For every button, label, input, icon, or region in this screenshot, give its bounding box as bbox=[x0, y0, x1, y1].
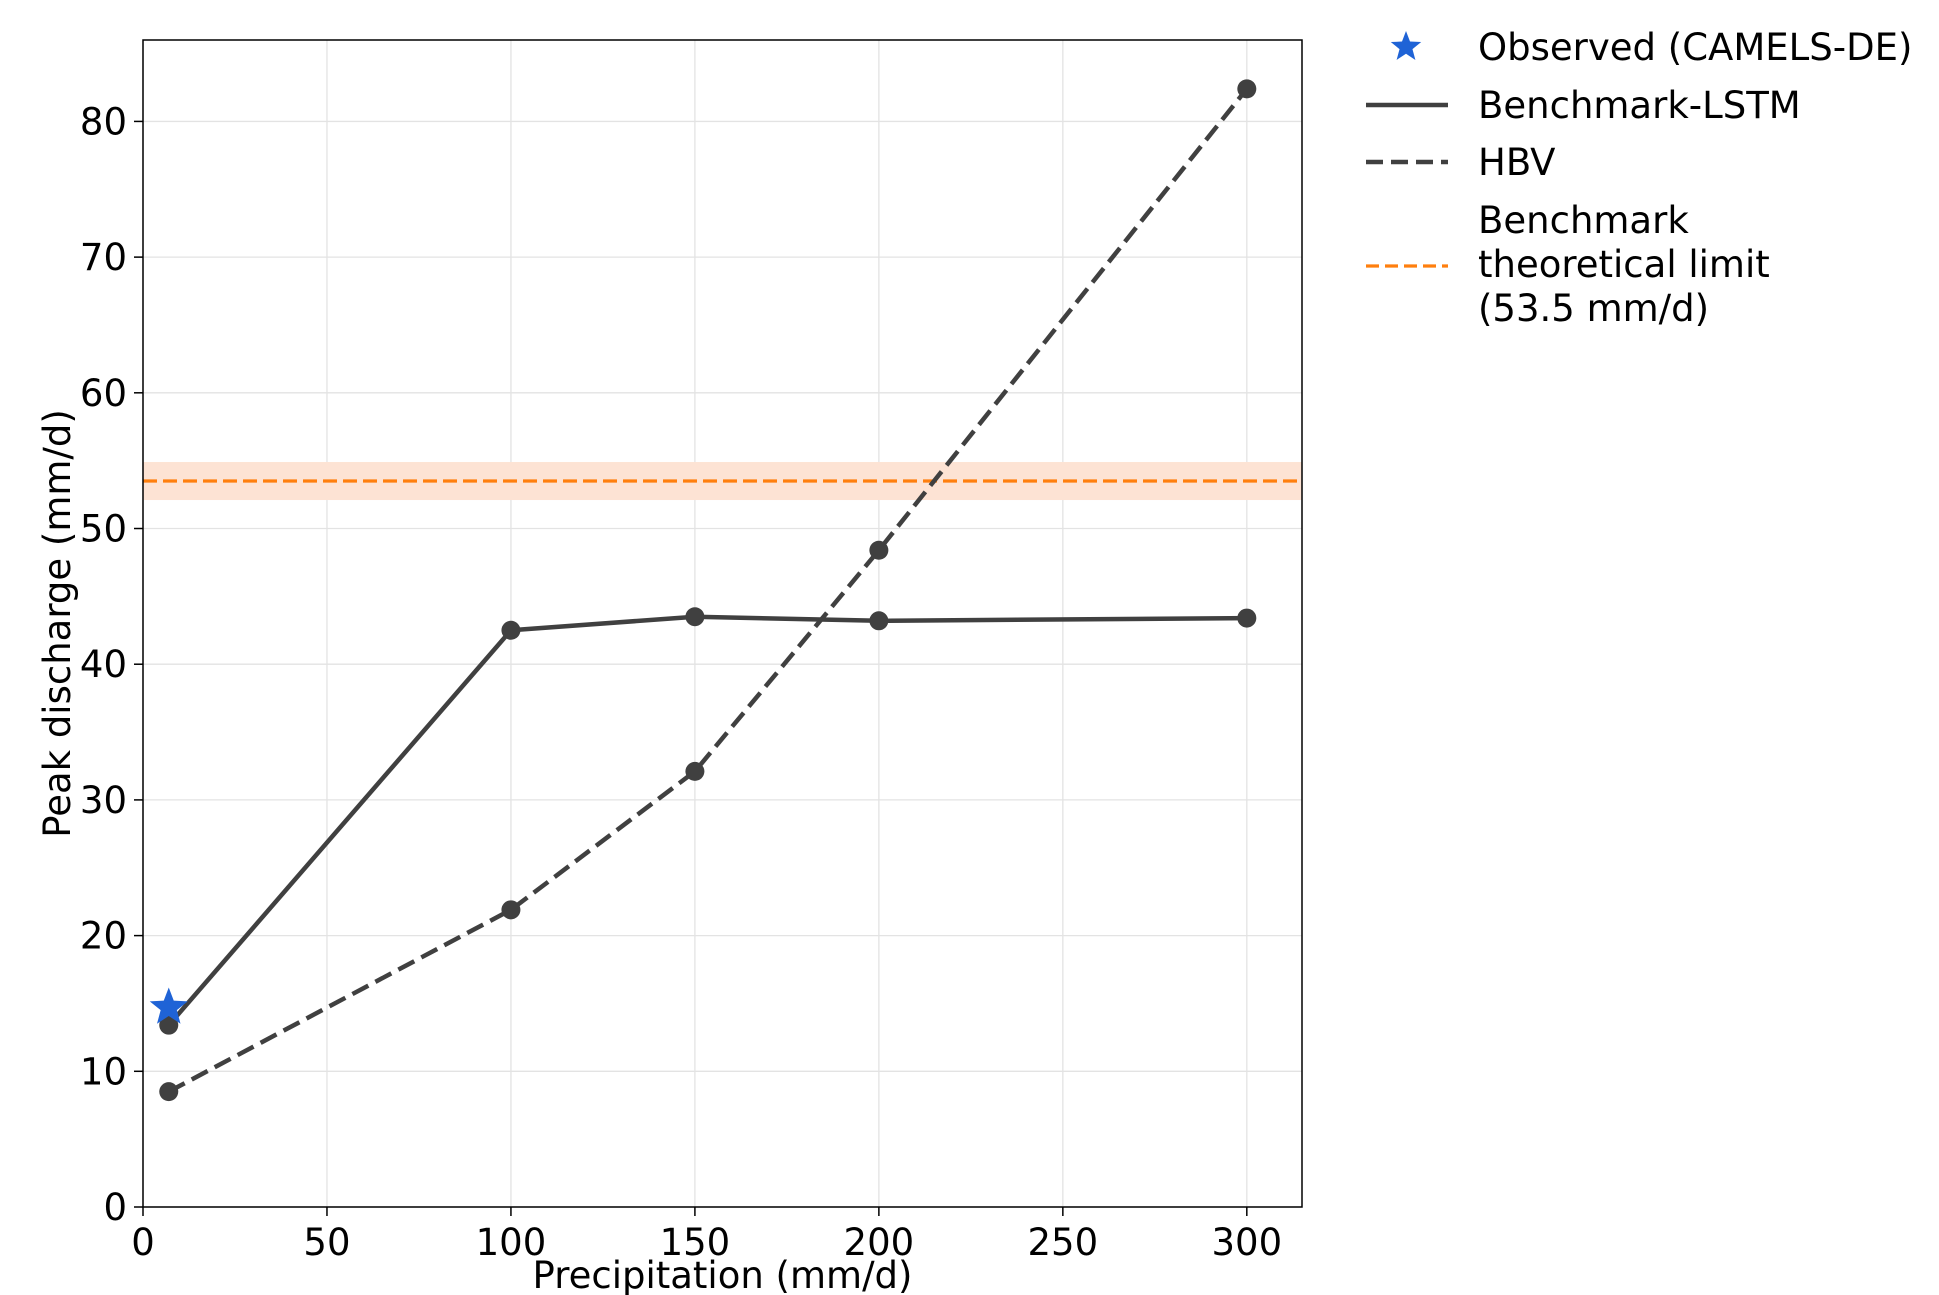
data-point bbox=[869, 611, 889, 631]
legend-item-limit: Benchmark theoretical limit (53.5 mm/d) bbox=[1366, 199, 1770, 330]
data-point bbox=[501, 900, 521, 920]
x-axis-title: Precipitation (mm/d) bbox=[533, 1254, 913, 1295]
legend-item-observed: Observed (CAMELS-DE) bbox=[1390, 26, 1912, 69]
y-tick-label: 60 bbox=[80, 372, 127, 415]
x-tick-label: 0 bbox=[131, 1221, 155, 1264]
x-tick-label: 100 bbox=[476, 1221, 547, 1264]
x-tick-label: 200 bbox=[844, 1221, 915, 1264]
y-tick-label: 40 bbox=[80, 643, 127, 686]
data-point bbox=[159, 1015, 179, 1035]
legend-label-limit-line-2: theoretical limit bbox=[1478, 243, 1770, 286]
data-point bbox=[869, 540, 889, 560]
legend-label-observed: Observed (CAMELS-DE) bbox=[1478, 26, 1912, 69]
data-point bbox=[685, 607, 705, 627]
limit-band-layer bbox=[143, 462, 1302, 501]
grid bbox=[142, 40, 1302, 1208]
legend-label-benchmark-lstm: Benchmark-LSTM bbox=[1478, 84, 1801, 127]
y-tick-label: 80 bbox=[80, 100, 127, 143]
x-tick-label: 300 bbox=[1211, 1221, 1282, 1264]
x-tick-label: 50 bbox=[303, 1221, 350, 1264]
legend-item-hbv: HBV bbox=[1366, 141, 1555, 184]
x-tick-label: 150 bbox=[660, 1221, 731, 1264]
data-point bbox=[159, 1082, 179, 1102]
legend-label-limit-line-1: Benchmark bbox=[1478, 199, 1689, 242]
legend-item-benchmark-lstm: Benchmark-LSTM bbox=[1366, 84, 1801, 127]
ticks: 0 50 100 150 200 250 300 0 10 20 30 40 50 60 70 80 bbox=[80, 100, 1282, 1264]
y-tick-label: 0 bbox=[103, 1186, 127, 1229]
series-line-hbv bbox=[167, 87, 1249, 1094]
series-layer bbox=[149, 79, 1257, 1102]
data-point bbox=[685, 761, 705, 781]
y-tick-label: 30 bbox=[80, 779, 127, 822]
legend-label-hbv: HBV bbox=[1478, 141, 1555, 184]
data-point bbox=[1237, 608, 1257, 628]
legend: Observed (CAMELS-DE) Benchmark-LSTM HBV … bbox=[1366, 26, 1912, 330]
series-line-benchmark-lstm bbox=[167, 614, 1247, 1027]
plot-frame bbox=[142, 39, 1303, 1208]
axes bbox=[142, 39, 1303, 1208]
y-tick-label: 10 bbox=[80, 1050, 127, 1093]
y-tick-label: 50 bbox=[80, 508, 127, 551]
y-tick-label: 20 bbox=[80, 915, 127, 958]
legend-label-limit-line-3: (53.5 mm/d) bbox=[1478, 287, 1709, 330]
data-point bbox=[501, 620, 521, 640]
y-tick-label: 70 bbox=[80, 236, 127, 279]
y-axis-title: Peak discharge (mm/d) bbox=[36, 409, 79, 838]
observed-star bbox=[149, 987, 188, 1024]
data-point bbox=[1237, 79, 1257, 99]
x-tick-label: 250 bbox=[1028, 1221, 1099, 1264]
legend-star-marker bbox=[1390, 31, 1422, 60]
